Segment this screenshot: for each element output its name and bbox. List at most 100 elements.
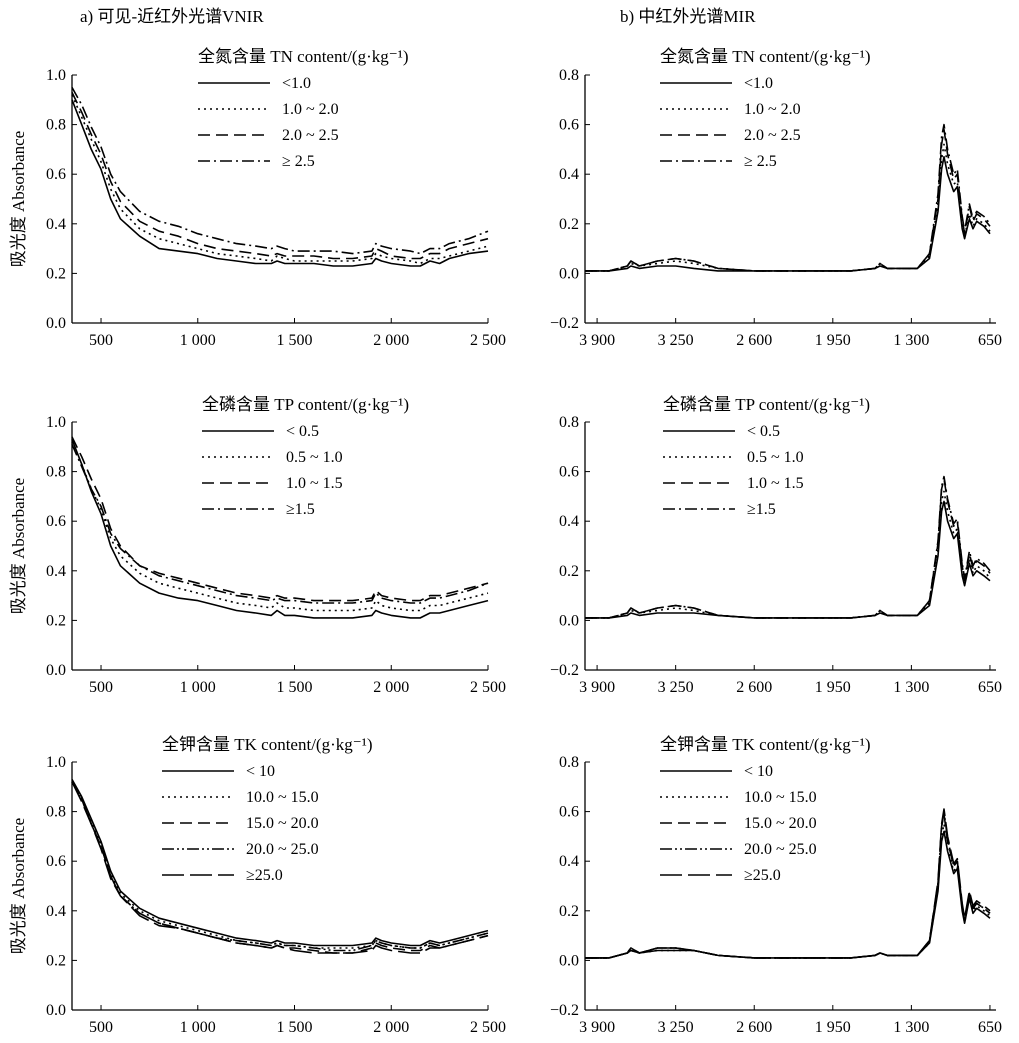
legend-label: 0.5 ~ 1.0: [286, 449, 343, 466]
y-axis-label: 吸光度 Absorbance: [9, 478, 28, 614]
series-line: [71, 443, 489, 604]
legend-title: 全氮含量 TN content/(g·kg⁻¹): [660, 47, 870, 66]
series-line: [71, 439, 489, 619]
x-tick-label: 3 900: [579, 679, 615, 696]
chart-vnir-tk: 0.0 0.2 0.4 0.6 0.8 1.0 500 1 000 1 500 2 000 2 50…: [9, 735, 506, 1036]
y-tick-label: 0.6: [46, 853, 66, 870]
y-tick-label: 1.0: [46, 754, 66, 771]
legend-label: < 10: [246, 763, 275, 780]
legend-label: 0.5 ~ 1.0: [747, 449, 804, 466]
x-tick-label: 3 250: [658, 679, 694, 696]
y-tick-label: 0.8: [46, 464, 66, 481]
y-tick-label: −0.2: [550, 1002, 579, 1019]
legend-label: 15.0 ~ 20.0: [744, 815, 817, 832]
x-tick-label: 1 000: [180, 332, 216, 349]
y-tick-label: 0.6: [559, 117, 579, 134]
legend-label: 2.0 ~ 2.5: [282, 127, 339, 144]
x-tick-label: 650: [978, 1019, 1002, 1036]
legend-title: 全氮含量 TN content/(g·kg⁻¹): [198, 47, 408, 66]
y-tick-label: 0.2: [46, 612, 66, 629]
x-tick-label: 500: [89, 1019, 113, 1036]
series-line: [71, 781, 489, 949]
legend-label: < 10: [744, 763, 773, 780]
x-tick-label: 2 500: [470, 1019, 506, 1036]
x-tick-label: 2 500: [470, 332, 506, 349]
x-tick-label: 650: [978, 332, 1002, 349]
x-tick-label: 3 250: [658, 1019, 694, 1036]
x-tick-label: 2 000: [373, 679, 409, 696]
legend-label: 2.0 ~ 2.5: [744, 127, 801, 144]
x-tick-label: 3 900: [579, 1019, 615, 1036]
y-tick-label: 0.2: [559, 903, 579, 920]
y-tick-label: 1.0: [46, 67, 66, 84]
x-tick-label: 1 950: [815, 332, 851, 349]
y-tick-label: 0.0: [46, 1002, 66, 1019]
x-tick-label: 1 500: [277, 1019, 313, 1036]
y-tick-label: 0.8: [559, 67, 579, 84]
series-line: [71, 92, 489, 260]
series-line: [71, 99, 489, 267]
legend-label: 1.0 ~ 2.0: [744, 101, 801, 118]
x-tick-label: 1 500: [277, 679, 313, 696]
series-line: [71, 779, 489, 947]
legend-label: <1.0: [744, 75, 773, 92]
legend-label: 20.0 ~ 25.0: [744, 841, 817, 858]
y-tick-label: 0.2: [559, 563, 579, 580]
chart-mir-tk: −0.2 0.0 0.2 0.4 0.6 0.8 3 900 3 250 2 600 1 950 1…: [550, 735, 1002, 1036]
legend-title: 全磷含量 TP content/(g·kg⁻¹): [202, 395, 409, 414]
x-tick-label: 1 950: [815, 679, 851, 696]
legend-label: ≥ 2.5: [744, 153, 777, 170]
series-line: [585, 475, 991, 619]
legend-title: 全磷含量 TP content/(g·kg⁻¹): [663, 395, 870, 414]
y-tick-label: −0.2: [550, 662, 579, 679]
x-tick-label: 3 900: [579, 332, 615, 349]
series-line: [71, 441, 489, 612]
y-tick-label: 0.8: [559, 754, 579, 771]
charts-container: 0.0 0.2 0.4 0.6 0.8 1.0 500 1 000 1 500 2 000 2 50…: [9, 47, 1002, 1036]
y-tick-label: 0.4: [46, 216, 66, 233]
x-tick-label: 1 300: [893, 332, 929, 349]
legend-label: ≥ 2.5: [282, 153, 315, 170]
legend-label: 1.0 ~ 1.5: [286, 475, 343, 492]
x-tick-label: 1 300: [893, 1019, 929, 1036]
series-line: [585, 808, 991, 959]
series-line: [585, 813, 991, 959]
x-tick-label: 1 300: [893, 679, 929, 696]
y-tick-label: 0.4: [559, 166, 579, 183]
legend-label: ≥1.5: [747, 501, 776, 518]
x-tick-label: 1 500: [277, 332, 313, 349]
legend-label: 1.0 ~ 2.0: [282, 101, 339, 118]
y-tick-label: 0.2: [46, 952, 66, 969]
series-line: [585, 810, 991, 959]
series-line: [585, 128, 991, 272]
legend-title: 全钾含量 TK content/(g·kg⁻¹): [660, 735, 870, 754]
x-tick-label: 1 000: [180, 1019, 216, 1036]
y-tick-label: 0.8: [46, 804, 66, 821]
x-tick-label: 2 600: [736, 679, 772, 696]
x-tick-label: 500: [89, 679, 113, 696]
y-tick-label: 0.0: [559, 265, 579, 282]
panel-title-left: a) 可见-近红外光谱VNIR: [80, 7, 264, 26]
y-axis-label: 吸光度 Absorbance: [9, 131, 28, 267]
series-line: [585, 123, 991, 272]
y-tick-label: 0.0: [559, 612, 579, 629]
legend-label: 15.0 ~ 20.0: [246, 815, 319, 832]
legend-label: ≥25.0: [744, 867, 781, 884]
legend-label: ≥1.5: [286, 501, 315, 518]
y-tick-label: 0.0: [46, 662, 66, 679]
legend-label: 20.0 ~ 25.0: [246, 841, 319, 858]
x-tick-label: 2 000: [373, 332, 409, 349]
y-tick-label: 0.0: [46, 315, 66, 332]
chart-mir-tp: −0.2 0.0 0.2 0.4 0.6 0.8 3 900 3 250 2 600 1 950 1…: [550, 395, 1002, 696]
y-tick-label: −0.2: [550, 315, 579, 332]
chart-mir-tn: −0.2 0.0 0.2 0.4 0.6 0.8 3 900 3 250 2 600 1 950 1…: [550, 47, 1002, 349]
x-tick-label: 3 250: [658, 332, 694, 349]
y-tick-label: 0.4: [46, 563, 66, 580]
chart-vnir-tn: 0.0 0.2 0.4 0.6 0.8 1.0 500 1 000 1 500 2 000 2 50…: [9, 47, 506, 349]
legend-label: 10.0 ~ 15.0: [246, 789, 319, 806]
y-tick-label: 0.4: [559, 513, 579, 530]
x-tick-label: 2 000: [373, 1019, 409, 1036]
y-tick-label: 0.8: [46, 117, 66, 134]
series-line: [585, 478, 991, 619]
